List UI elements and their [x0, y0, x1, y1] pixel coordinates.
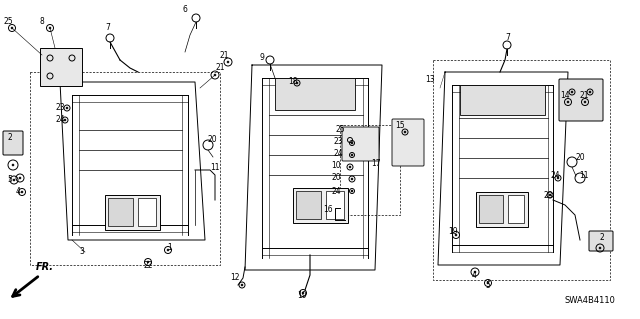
FancyBboxPatch shape [559, 79, 603, 121]
Text: 4: 4 [15, 188, 20, 197]
Circle shape [589, 91, 591, 93]
Text: 19: 19 [297, 291, 307, 300]
Circle shape [49, 27, 51, 29]
Circle shape [557, 177, 559, 179]
Text: 24: 24 [55, 115, 65, 124]
Bar [296, 191, 321, 219]
Circle shape [241, 284, 243, 286]
Circle shape [351, 178, 353, 180]
Text: 14: 14 [560, 92, 570, 100]
FancyBboxPatch shape [275, 78, 355, 110]
Text: 18: 18 [288, 78, 298, 86]
FancyBboxPatch shape [392, 119, 424, 166]
Text: 6: 6 [182, 5, 188, 14]
Text: 1: 1 [168, 243, 172, 253]
Text: 15: 15 [395, 121, 405, 130]
Text: 11: 11 [579, 172, 589, 181]
Circle shape [404, 131, 406, 133]
Circle shape [214, 74, 216, 76]
Circle shape [21, 191, 23, 193]
Text: 24: 24 [550, 170, 560, 180]
Circle shape [487, 282, 489, 284]
FancyBboxPatch shape [589, 231, 613, 251]
Circle shape [549, 194, 551, 196]
Circle shape [227, 61, 229, 63]
Circle shape [296, 82, 298, 84]
Text: 24: 24 [331, 188, 341, 197]
Bar [508, 195, 524, 223]
FancyBboxPatch shape [476, 192, 528, 227]
FancyBboxPatch shape [40, 48, 82, 86]
Text: 3: 3 [79, 248, 84, 256]
Circle shape [302, 292, 304, 294]
Circle shape [474, 271, 476, 273]
FancyBboxPatch shape [342, 127, 379, 161]
Circle shape [351, 154, 353, 156]
Circle shape [351, 190, 353, 192]
FancyBboxPatch shape [293, 188, 348, 223]
Bar [326, 191, 344, 219]
Text: 23: 23 [55, 103, 65, 113]
Circle shape [147, 261, 149, 263]
Circle shape [572, 91, 573, 93]
Text: 7: 7 [106, 24, 111, 33]
Text: SWA4B4110: SWA4B4110 [564, 296, 615, 305]
Text: 16: 16 [323, 205, 333, 214]
Text: 2: 2 [600, 234, 604, 242]
Text: 20: 20 [331, 174, 341, 182]
Text: 20: 20 [207, 136, 217, 145]
FancyBboxPatch shape [3, 131, 23, 155]
Circle shape [11, 27, 13, 29]
Text: 21: 21 [220, 51, 228, 61]
Circle shape [455, 234, 457, 236]
Circle shape [349, 166, 351, 168]
FancyBboxPatch shape [105, 195, 160, 230]
Circle shape [64, 119, 66, 121]
Text: 5: 5 [8, 175, 12, 184]
Circle shape [584, 101, 586, 103]
Text: 9: 9 [260, 54, 264, 63]
Circle shape [351, 142, 353, 144]
Circle shape [13, 179, 15, 181]
Circle shape [66, 107, 68, 109]
Text: 23: 23 [333, 137, 343, 146]
Text: 7: 7 [506, 33, 511, 42]
Text: 17: 17 [371, 160, 381, 168]
Text: 23: 23 [543, 190, 553, 199]
Text: 12: 12 [230, 273, 240, 283]
Text: 11: 11 [211, 164, 220, 173]
Text: 8: 8 [40, 18, 44, 26]
Text: 5: 5 [486, 281, 490, 291]
Bar [138, 198, 156, 226]
Text: 2: 2 [8, 133, 12, 143]
Circle shape [12, 164, 14, 166]
Text: 10: 10 [331, 161, 341, 170]
Circle shape [567, 101, 569, 103]
Text: 25: 25 [3, 18, 13, 26]
Circle shape [19, 177, 20, 179]
Text: FR.: FR. [36, 262, 54, 272]
Text: 13: 13 [425, 76, 435, 85]
Bar [479, 195, 503, 223]
Text: 19: 19 [448, 227, 458, 236]
Text: 20: 20 [575, 153, 585, 162]
Circle shape [599, 247, 601, 249]
Text: 21: 21 [579, 92, 589, 100]
Text: 25: 25 [335, 125, 345, 135]
Text: 22: 22 [143, 261, 153, 270]
Text: 4: 4 [472, 271, 476, 279]
Circle shape [167, 249, 169, 251]
FancyBboxPatch shape [460, 85, 545, 115]
Bar [108, 198, 133, 226]
Text: 24: 24 [333, 150, 343, 159]
Text: 21: 21 [215, 63, 225, 72]
